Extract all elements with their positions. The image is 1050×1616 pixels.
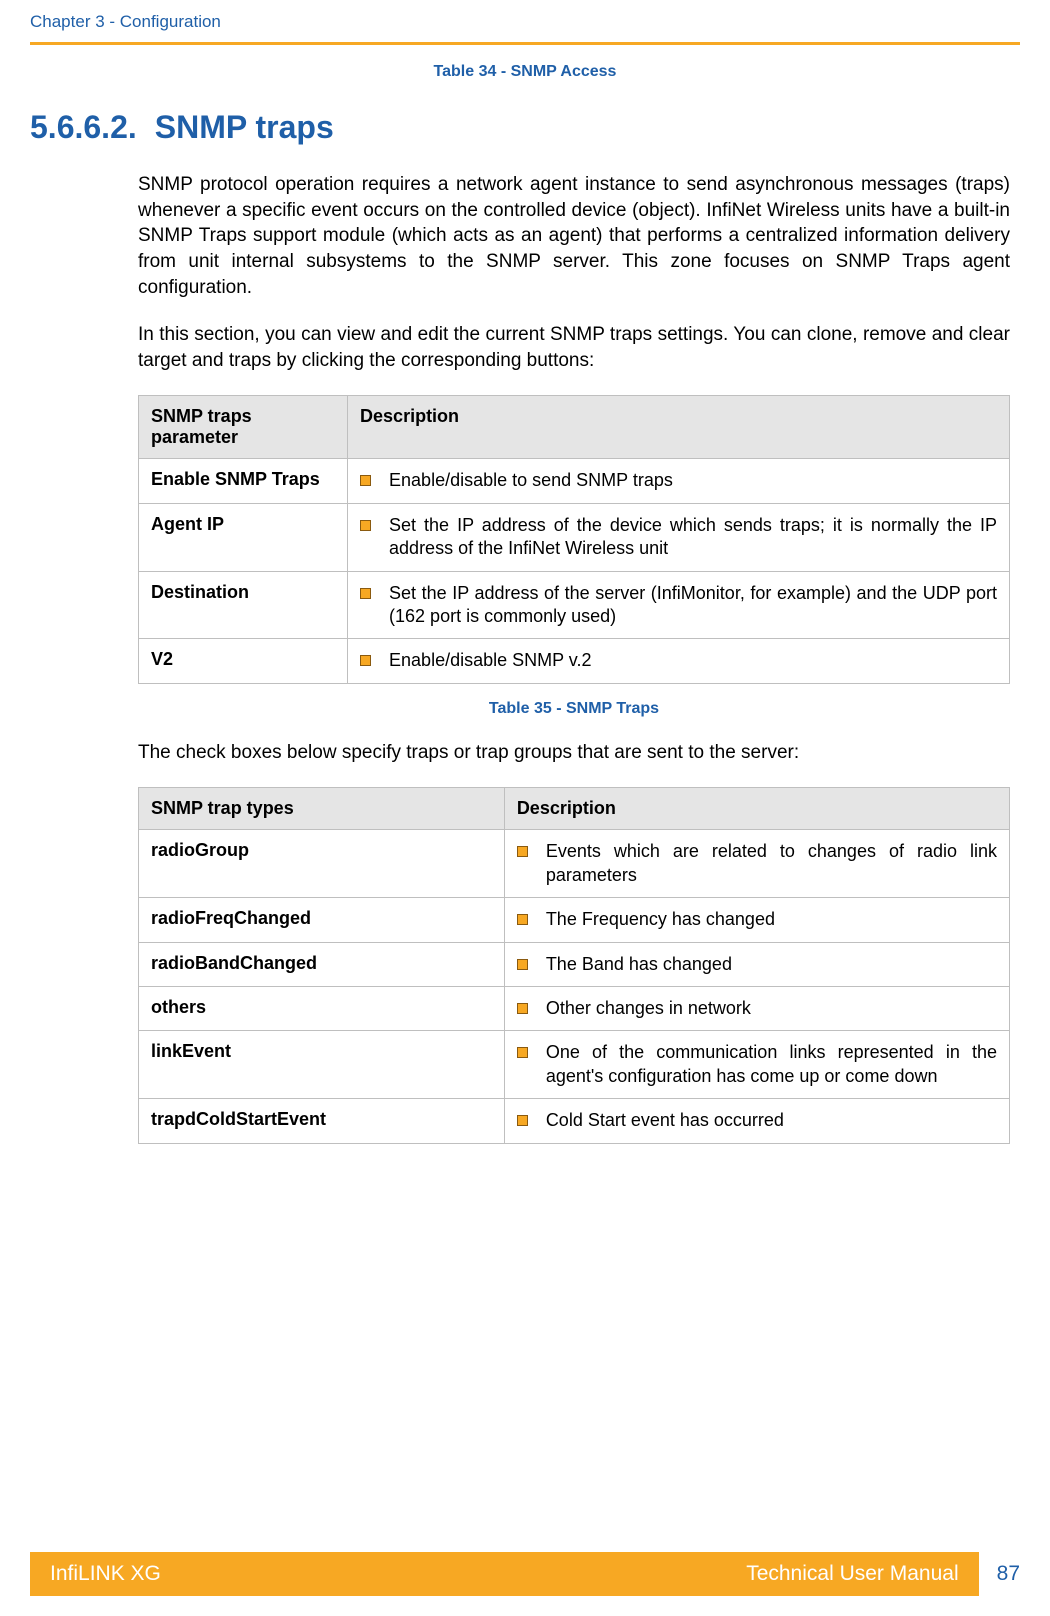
- desc-cell: Set the IP address of the device which s…: [348, 503, 1010, 571]
- bullet-text: The Band has changed: [546, 953, 997, 976]
- bullet-text: Enable/disable to send SNMP traps: [389, 469, 997, 492]
- paragraph-1: SNMP protocol operation requires a netwo…: [138, 172, 1010, 300]
- desc-cell: Events which are related to changes of r…: [504, 830, 1009, 898]
- table-row: Enable SNMP Traps Enable/disable to send…: [139, 459, 1010, 503]
- table-row: Agent IP Set the IP address of the devic…: [139, 503, 1010, 571]
- table1-header-col2: Description: [348, 396, 1010, 459]
- table-row: radioFreqChanged The Frequency has chang…: [139, 898, 1010, 942]
- bullet-icon: [360, 655, 371, 666]
- bullet-icon: [517, 1047, 528, 1058]
- table-header-row: SNMP trap types Description: [139, 788, 1010, 830]
- desc-cell: Set the IP address of the server (InfiMo…: [348, 571, 1010, 639]
- snmp-trap-types-table: SNMP trap types Description radioGroup E…: [138, 787, 1010, 1143]
- table-row: radioGroup Events which are related to c…: [139, 830, 1010, 898]
- desc-cell: Enable/disable to send SNMP traps: [348, 459, 1010, 503]
- bullet-text: Events which are related to changes of r…: [546, 840, 997, 887]
- table-caption-35: Table 35 - SNMP Traps: [138, 700, 1010, 718]
- bullet-text: One of the communication links represent…: [546, 1041, 997, 1088]
- section-heading: 5.6.6.2. SNMP traps: [30, 109, 1020, 146]
- param-cell: radioBandChanged: [139, 942, 505, 986]
- table2-header-col1: SNMP trap types: [139, 788, 505, 830]
- param-cell: trapdColdStartEvent: [139, 1099, 505, 1143]
- footer-doc-title: Technical User Manual: [746, 1562, 958, 1586]
- desc-cell: One of the communication links represent…: [504, 1031, 1009, 1099]
- param-cell: linkEvent: [139, 1031, 505, 1099]
- desc-cell: Cold Start event has occurred: [504, 1099, 1009, 1143]
- bullet-icon: [517, 846, 528, 857]
- footer-bar: InfiLINK XG Technical User Manual: [30, 1552, 979, 1596]
- bullet-text: Cold Start event has occurred: [546, 1109, 997, 1132]
- param-cell: others: [139, 987, 505, 1031]
- bullet-icon: [360, 520, 371, 531]
- paragraph-3: The check boxes below specify traps or t…: [138, 740, 1010, 766]
- desc-cell: Enable/disable SNMP v.2: [348, 639, 1010, 683]
- table-header-row: SNMP traps parameter Description: [139, 396, 1010, 459]
- bullet-text: The Frequency has changed: [546, 908, 997, 931]
- section-title: SNMP traps: [155, 109, 334, 145]
- header-rule: [30, 42, 1020, 45]
- snmp-traps-params-table: SNMP traps parameter Description Enable …: [138, 395, 1010, 683]
- bullet-text: Set the IP address of the device which s…: [389, 514, 997, 561]
- param-cell: Enable SNMP Traps: [139, 459, 348, 503]
- paragraph-2: In this section, you can view and edit t…: [138, 322, 1010, 373]
- table-row: others Other changes in network: [139, 987, 1010, 1031]
- bullet-icon: [517, 1003, 528, 1014]
- desc-cell: Other changes in network: [504, 987, 1009, 1031]
- bullet-icon: [517, 1115, 528, 1126]
- table-row: radioBandChanged The Band has changed: [139, 942, 1010, 986]
- param-cell: radioGroup: [139, 830, 505, 898]
- bullet-icon: [517, 959, 528, 970]
- bullet-text: Other changes in network: [546, 997, 997, 1020]
- table-row: Destination Set the IP address of the se…: [139, 571, 1010, 639]
- table2-header-col2: Description: [504, 788, 1009, 830]
- bullet-icon: [360, 475, 371, 486]
- desc-cell: The Frequency has changed: [504, 898, 1009, 942]
- page-number: 87: [997, 1562, 1020, 1586]
- table-row: trapdColdStartEvent Cold Start event has…: [139, 1099, 1010, 1143]
- desc-cell: The Band has changed: [504, 942, 1009, 986]
- page-footer: InfiLINK XG Technical User Manual 87: [30, 1552, 1020, 1596]
- table-caption-34: Table 34 - SNMP Access: [30, 63, 1020, 81]
- bullet-icon: [360, 588, 371, 599]
- param-cell: Agent IP: [139, 503, 348, 571]
- table1-header-col1: SNMP traps parameter: [139, 396, 348, 459]
- param-cell: V2: [139, 639, 348, 683]
- table-row: linkEvent One of the communication links…: [139, 1031, 1010, 1099]
- section-number: 5.6.6.2.: [30, 109, 137, 145]
- param-cell: Destination: [139, 571, 348, 639]
- table-row: V2 Enable/disable SNMP v.2: [139, 639, 1010, 683]
- footer-product-name: InfiLINK XG: [50, 1562, 161, 1586]
- bullet-text: Set the IP address of the server (InfiMo…: [389, 582, 997, 629]
- bullet-text: Enable/disable SNMP v.2: [389, 649, 997, 672]
- chapter-label: Chapter 3 - Configuration: [30, 12, 1020, 32]
- param-cell: radioFreqChanged: [139, 898, 505, 942]
- bullet-icon: [517, 914, 528, 925]
